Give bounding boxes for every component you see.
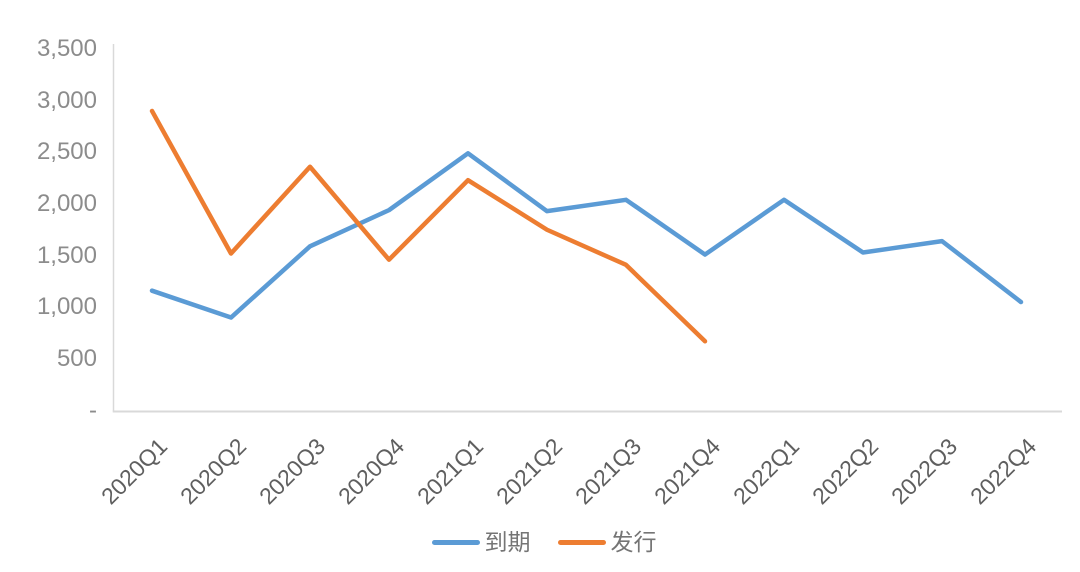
y-axis-label: 1,000 [36,293,97,321]
series-line-发行 [149,108,708,344]
series-line-到期 [149,151,1024,320]
y-axis-label: 3,500 [36,35,97,62]
y-axis-label: 2,000 [36,189,97,217]
legend-item-maturity: 到期 [431,529,531,555]
legend-label-maturity: 到期 [484,529,531,555]
legend-label-issuance: 发行 [610,529,657,555]
y-axis-label: 500 [56,344,97,372]
legend-swatch-maturity-line [431,539,480,545]
y-axis-label: - [89,396,97,424]
legend-swatch-issuance-line [557,539,606,545]
y-axis-label: 1,500 [36,241,97,269]
legend-item-issuance: 发行 [557,529,657,555]
y-axis-label: 3,000 [36,86,97,114]
y-axis-label: 2,500 [36,138,97,166]
legend: 到期 发行 [0,527,1080,557]
